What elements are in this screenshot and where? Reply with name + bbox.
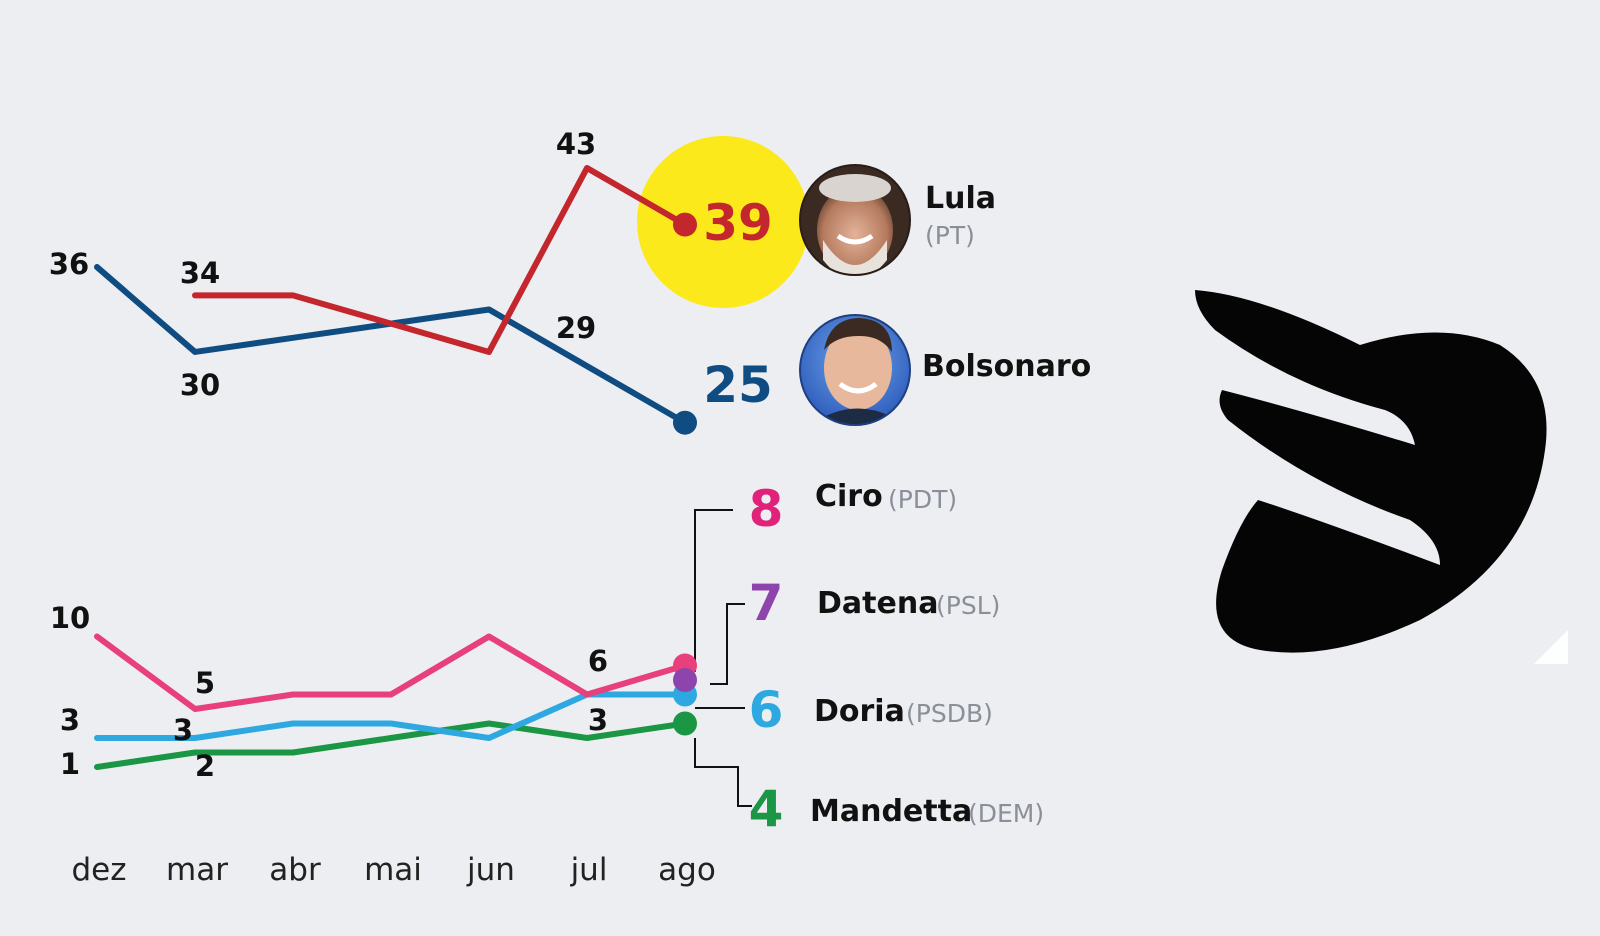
point-label-mandetta-0: 1 (60, 747, 80, 781)
connector-datena (710, 603, 745, 685)
cand-name-doria: Doria (814, 694, 905, 729)
top-panel: 34 43 36 30 29 39 25 (49, 127, 809, 435)
point-label-ciro-1: 5 (195, 666, 215, 700)
point-label-ciro-5: 6 (588, 644, 608, 678)
x-tick-mar: mar (166, 852, 228, 888)
final-value-bolsonaro: 25 (703, 356, 773, 414)
point-label-doria-1: 3 (173, 713, 193, 747)
x-tick-abr: abr (269, 852, 321, 888)
final-value-doria: 6 (749, 681, 784, 739)
point-label-mandetta-5: 3 (588, 703, 608, 737)
point-label-bolsonaro-0: 36 (49, 247, 89, 281)
final-value-ciro: 8 (749, 480, 784, 538)
end-point-mandetta (673, 711, 697, 736)
cand-party-ciro: (PDT) (888, 485, 957, 514)
point-label-ciro-0: 10 (50, 601, 90, 635)
line-lula (192, 165, 688, 355)
x-tick-jul: jul (570, 852, 608, 888)
highlight-circle (637, 136, 809, 308)
point-label-bolsonaro-1: 30 (180, 368, 220, 402)
x-tick-mai: mai (364, 852, 422, 888)
end-point-bolsonaro (673, 410, 697, 435)
point-label-lula-5: 43 (556, 127, 596, 161)
final-value-lula: 39 (703, 194, 773, 252)
line-mandetta (94, 720, 688, 770)
cand-party-mandetta: (DEM) (968, 799, 1044, 828)
line-ciro (94, 633, 688, 712)
point-label-doria-0: 3 (60, 703, 80, 737)
end-point-datena (673, 668, 697, 692)
x-tick-jun: jun (466, 852, 515, 888)
final-value-datena: 7 (749, 574, 784, 632)
x-tick-dez: dez (71, 852, 126, 888)
wing-logo (1195, 290, 1568, 664)
point-label-lula-1: 34 (180, 256, 220, 290)
candidate-labels: Lula (PT) Bolsonaro Ciro (PDT) Datena (P… (810, 181, 1091, 829)
cand-party-lula: (PT) (925, 221, 975, 250)
cand-name-bolsonaro: Bolsonaro (922, 349, 1091, 384)
point-label-bolsonaro-5: 29 (556, 311, 596, 345)
connector-ciro (694, 509, 733, 672)
end-point-lula (673, 212, 697, 237)
x-tick-ago: ago (658, 852, 716, 888)
x-axis: dez mar abr mai jun jul ago (71, 852, 715, 888)
bolsonaro-avatar (799, 314, 911, 426)
cand-name-datena: Datena (817, 586, 938, 621)
connector-mandetta (694, 738, 752, 807)
lula-avatar (799, 164, 911, 276)
cand-name-lula: Lula (925, 181, 996, 216)
final-value-mandetta: 4 (749, 780, 784, 838)
point-label-mandetta-1: 2 (195, 749, 215, 783)
cand-name-mandetta: Mandetta (810, 794, 972, 829)
cand-name-ciro: Ciro (815, 479, 883, 514)
cand-party-datena: (PSL) (936, 591, 1000, 620)
cand-party-doria: (PSDB) (906, 699, 993, 728)
